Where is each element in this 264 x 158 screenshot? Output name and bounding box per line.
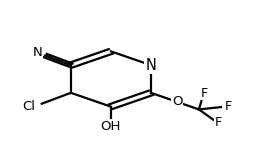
- Text: F: F: [225, 100, 232, 113]
- Text: F: F: [201, 87, 208, 100]
- Text: F: F: [215, 116, 222, 129]
- Text: N: N: [145, 58, 156, 73]
- Text: Cl: Cl: [22, 100, 35, 113]
- Text: OH: OH: [101, 120, 121, 133]
- Text: N: N: [33, 46, 43, 59]
- Text: O: O: [172, 95, 182, 108]
